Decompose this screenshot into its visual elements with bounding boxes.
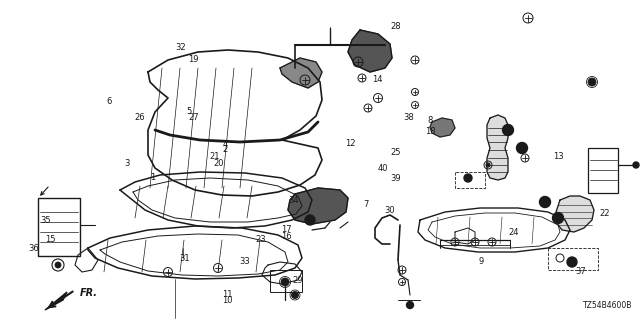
Polygon shape <box>280 58 322 88</box>
Polygon shape <box>487 115 508 180</box>
Circle shape <box>516 142 527 154</box>
Polygon shape <box>45 292 67 310</box>
Text: 26: 26 <box>134 113 145 122</box>
Polygon shape <box>430 118 455 137</box>
Bar <box>38 198 80 256</box>
Circle shape <box>291 292 298 299</box>
Text: 1: 1 <box>150 173 155 182</box>
Circle shape <box>502 124 513 135</box>
Circle shape <box>540 196 550 207</box>
Text: 22: 22 <box>600 209 610 218</box>
Text: 34: 34 <box>288 196 298 205</box>
Circle shape <box>281 278 289 286</box>
Text: 11: 11 <box>222 290 232 299</box>
Text: 31: 31 <box>179 254 189 263</box>
Text: 40: 40 <box>378 164 388 173</box>
Text: 9: 9 <box>479 257 484 266</box>
Circle shape <box>552 212 563 223</box>
Polygon shape <box>288 188 348 224</box>
Text: 17: 17 <box>282 225 292 234</box>
Text: 20: 20 <box>214 159 224 168</box>
Text: 19: 19 <box>188 55 198 64</box>
Circle shape <box>588 78 596 86</box>
Text: 6: 6 <box>106 97 111 106</box>
Text: TZ54B4600B: TZ54B4600B <box>582 301 632 310</box>
Text: 35: 35 <box>41 216 51 225</box>
Bar <box>270 270 302 292</box>
Text: 38: 38 <box>403 113 413 122</box>
Text: 21: 21 <box>209 152 220 161</box>
Text: 28: 28 <box>390 22 401 31</box>
Text: 7: 7 <box>364 200 369 209</box>
Circle shape <box>486 163 490 167</box>
Text: 36: 36 <box>28 244 38 253</box>
Text: 13: 13 <box>553 152 563 161</box>
Circle shape <box>567 257 577 267</box>
Text: 39: 39 <box>390 174 401 183</box>
Text: 25: 25 <box>390 148 401 157</box>
Polygon shape <box>348 30 392 72</box>
Text: 16: 16 <box>282 232 292 241</box>
Text: 24: 24 <box>508 228 518 237</box>
Circle shape <box>305 215 315 225</box>
Text: 15: 15 <box>45 235 55 244</box>
Text: 33: 33 <box>239 257 250 266</box>
Text: 32: 32 <box>175 43 186 52</box>
Circle shape <box>633 162 639 168</box>
Text: 14: 14 <box>372 75 383 84</box>
Text: 27: 27 <box>188 113 198 122</box>
Text: 5: 5 <box>186 107 191 116</box>
Text: 37: 37 <box>576 267 586 276</box>
Circle shape <box>55 262 61 268</box>
Circle shape <box>406 301 413 308</box>
Text: 10: 10 <box>222 296 232 305</box>
Text: 2: 2 <box>223 145 228 154</box>
Bar <box>588 148 618 193</box>
Text: 8: 8 <box>428 116 433 125</box>
Text: 4: 4 <box>223 140 228 149</box>
Text: 12: 12 <box>346 139 356 148</box>
Text: 3: 3 <box>124 159 129 168</box>
Text: 18: 18 <box>425 127 435 136</box>
Circle shape <box>464 174 472 182</box>
Text: 29: 29 <box>292 276 303 285</box>
Text: 30: 30 <box>384 206 394 215</box>
Text: 23: 23 <box>256 235 266 244</box>
Text: FR.: FR. <box>80 288 98 298</box>
Polygon shape <box>556 196 594 232</box>
